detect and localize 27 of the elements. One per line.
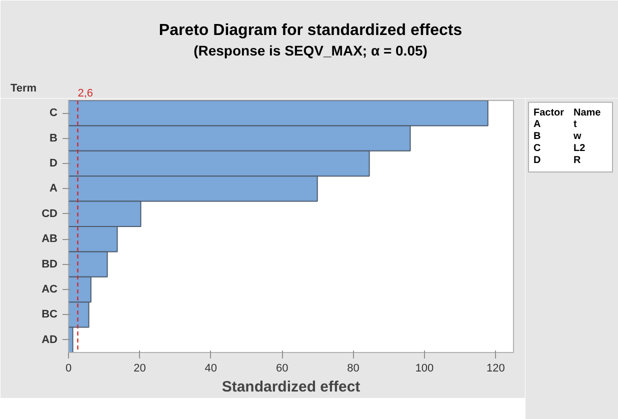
y-tick-label: AB: [42, 233, 58, 246]
text: D R: [534, 154, 581, 166]
text: C L2: [534, 143, 586, 154]
y-tick-label: C: [50, 107, 58, 120]
y-tick-label: A: [50, 182, 58, 195]
x-tick-label: 40: [204, 362, 218, 374]
ref-line-label: 2,6: [78, 88, 94, 100]
y-tick-label: BC: [42, 308, 58, 321]
x-tick-label: 20: [134, 362, 146, 374]
y-axis-title: Term: [10, 82, 37, 94]
text: A t: [534, 119, 577, 130]
x-tick-label: 60: [276, 362, 288, 374]
y-tick-label: D: [50, 158, 58, 170]
y-tick-label: B: [50, 132, 58, 144]
chart-subtitle: (Response is SEQV_MAX; α = 0.05): [194, 42, 428, 58]
y-tick-label: AC: [42, 284, 58, 296]
x-tick-label: 80: [347, 362, 360, 374]
chart-title: Pareto Diagram for standardized effects: [158, 22, 462, 39]
x-tick-label: 120: [486, 362, 505, 374]
text: Factor Name: [534, 107, 602, 118]
x-tick-label: 100: [415, 362, 434, 374]
text: B w: [534, 131, 582, 142]
y-tick-label: BD: [42, 258, 58, 270]
y-tick-label: AD: [42, 334, 58, 346]
y-tick-label: CD: [42, 208, 58, 220]
x-tick-label: 0: [65, 362, 72, 374]
x-axis-title: Standardized effect: [222, 378, 360, 396]
